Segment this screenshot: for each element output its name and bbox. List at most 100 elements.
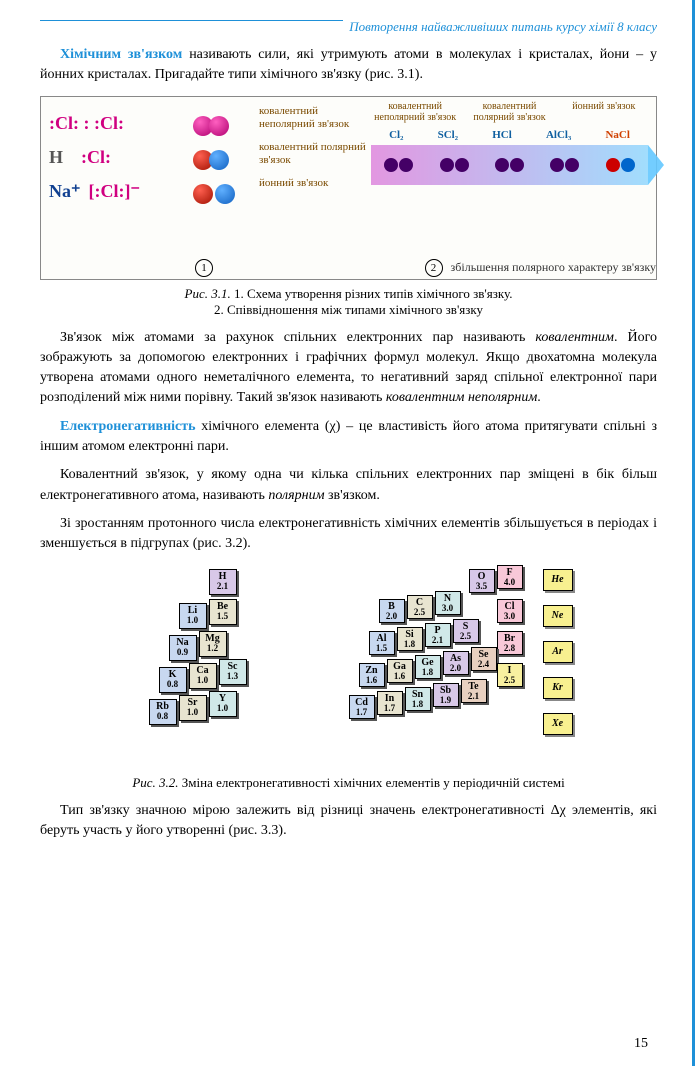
lewis-h: H <box>49 147 63 168</box>
paragraph-5: Зі зростанням протонного числа електроне… <box>40 514 657 555</box>
formula-alcl3: AlCl₃ <box>546 129 571 141</box>
toplabel-nonpolar: ковалентний неполярний зв'язок <box>371 101 459 123</box>
element-box-ca: Ca1.0 <box>189 663 217 689</box>
element-box-k: K0.8 <box>159 667 187 693</box>
element-box-al: Al1.5 <box>369 631 395 655</box>
element-box-na: Na0.9 <box>169 635 197 661</box>
element-box-as: As2.0 <box>443 651 469 675</box>
cap32-num: Рис. 3.2. <box>132 775 178 790</box>
fig31-right-panel: ковалентний неполярний зв'язок ковалентн… <box>371 101 648 185</box>
figure-3-1: :Cl: : :Cl: H :Cl: Na⁺ [:Cl:]⁻ <box>40 96 657 280</box>
p2a: Зв'язок між атомами за рахунок спільних … <box>60 330 535 345</box>
cap32-text: Зміна електронегативності хімічних елеме… <box>179 775 565 790</box>
caption-3-2: Рис. 3.2. Зміна електронегативності хімі… <box>40 775 657 791</box>
fig32-left-block: H2.1Li1.0Be1.5 Na0.9Mg1.2 K0.8Ca1.0Sc1.3 Rb… <box>129 569 289 764</box>
paragraph-2: Зв'язок між атомами за рахунок спільних … <box>40 328 657 409</box>
formula-hcl: HCl <box>492 129 512 141</box>
page-number: 15 <box>634 1036 648 1052</box>
element-box-sn: Sn1.8 <box>405 687 431 711</box>
paragraph-6: Тип зв'язку значною мірою залежить від р… <box>40 801 657 842</box>
lewis-row-nacl: Na⁺ [:Cl:]⁻ <box>49 175 199 209</box>
formula-scl2: SCl₂ <box>438 129 458 141</box>
element-box-h: H2.1 <box>209 569 237 595</box>
element-box-li: Li1.0 <box>179 603 207 629</box>
ion-pair-3 <box>493 156 526 174</box>
label-ionic: йонний зв'язок <box>259 177 369 190</box>
paragraph-3: Електронегативність хімічного елемента (… <box>40 417 657 458</box>
term-cov-nonpolar: ковалентним неполярним <box>386 390 537 405</box>
polarity-arrow <box>371 145 648 185</box>
caption-3-1: Рис. 3.1. 1. Схема утворення різних типі… <box>40 286 657 318</box>
label-cov-nonpolar: ковалентний неполярний зв'язок <box>259 105 369 131</box>
element-box-o: O3.5 <box>469 569 495 593</box>
header-rule: Повторення найважливіших питань курсу хі… <box>40 20 657 37</box>
element-box-se: Se2.4 <box>471 647 497 671</box>
fig31-bond-labels: ковалентний неполярний зв'язок ковалентн… <box>259 105 369 201</box>
ball-cl <box>209 150 229 170</box>
fig31-formulas: Cl₂ SCl₂ HCl AlCl₃ NaCl <box>371 129 648 141</box>
p4c: зв'язком. <box>325 488 380 503</box>
element-box-rb: Rb0.8 <box>149 699 177 725</box>
lewis-nacl-cl: [:Cl:]⁻ <box>89 181 140 202</box>
label-cov-polar: ковалентний полярний зв'язок <box>259 141 369 167</box>
formula-cl2: Cl₂ <box>389 129 403 141</box>
noble-box-kr: Kr <box>543 677 573 699</box>
element-box-ga: Ga1.6 <box>387 659 413 683</box>
lewis-hcl-cl: :Cl: <box>81 147 111 168</box>
element-box-te: Te2.1 <box>461 679 487 703</box>
toplabel-polar: ковалентний полярний зв'язок <box>465 101 553 123</box>
fig31-ball-models <box>193 109 253 211</box>
paragraph-1: Хімічним зв'язком називають сили, які ут… <box>40 45 657 86</box>
element-box-be: Be1.5 <box>209 599 237 625</box>
element-box-c: C2.5 <box>407 595 433 619</box>
fig32-right-block: HeNeArKrXe O3.5F4.0B2.0C2.5N3.0Cl3.0Al1.… <box>319 569 569 764</box>
p2e: . <box>537 390 541 405</box>
term-polar: полярним <box>268 488 324 503</box>
fig31-bottom-row: 1 2 збільшення полярного характеру зв'яз… <box>41 259 656 277</box>
element-box-si: Si1.8 <box>397 627 423 651</box>
lewis-cl2: :Cl: : :Cl: <box>49 113 124 134</box>
paragraph-4: Ковалентний зв'язок, у якому одна чи кіл… <box>40 465 657 506</box>
element-box-in: In1.7 <box>377 691 403 715</box>
figure-3-2: H2.1Li1.0Be1.5 Na0.9Mg1.2 K0.8Ca1.0Sc1.3 Rb… <box>40 569 657 769</box>
term-electronegativity: Електронегативність <box>60 419 196 434</box>
cap31-line1: 1. Схема утворення різних типів хімічног… <box>231 286 513 301</box>
ball-cl-ion <box>215 184 235 204</box>
element-box-y: Y1.0 <box>209 691 237 717</box>
lewis-row-hcl: H :Cl: <box>49 141 199 175</box>
ball-na <box>193 184 213 204</box>
element-box-f: F4.0 <box>497 565 523 589</box>
element-box-s: S2.5 <box>453 619 479 643</box>
noble-box-ar: Ar <box>543 641 573 663</box>
element-box-mg: Mg1.2 <box>199 631 227 657</box>
cap31-line2: 2. Співвідношення між типами хімічного з… <box>214 302 483 317</box>
ball-cl-2 <box>209 116 229 136</box>
circled-2: 2 <box>425 259 443 277</box>
fig31-bottom-text: збільшення полярного характеру зв'язку <box>451 260 656 275</box>
element-box-cd: Cd1.7 <box>349 695 375 719</box>
formula-nacl: NaCl <box>605 129 629 141</box>
fig31-top-labels: ковалентний неполярний зв'язок ковалентн… <box>371 101 648 123</box>
fig31-lewis-column: :Cl: : :Cl: H :Cl: Na⁺ [:Cl:]⁻ <box>49 107 199 209</box>
balls-cl2 <box>193 109 253 143</box>
term-chem-bond: Хімічним зв'язком <box>60 47 182 62</box>
element-box-sr: Sr1.0 <box>179 695 207 721</box>
circled-1: 1 <box>195 259 213 277</box>
element-box-br: Br2.8 <box>497 631 523 655</box>
toplabel-ionic: йонний зв'язок <box>560 101 648 123</box>
element-box-b: B2.0 <box>379 599 405 623</box>
balls-nacl <box>193 177 253 211</box>
noble-box-xe: Xe <box>543 713 573 735</box>
noble-box-he: He <box>543 569 573 591</box>
lewis-na: Na⁺ <box>49 181 81 202</box>
element-box-p: P2.1 <box>425 623 451 647</box>
element-box-cl: Cl3.0 <box>497 599 523 623</box>
noble-box-ne: Ne <box>543 605 573 627</box>
element-box-zn: Zn1.6 <box>359 663 385 687</box>
running-header: Повторення найважливіших питань курсу хі… <box>343 19 657 35</box>
ion-pair-5 <box>604 156 637 174</box>
element-box-n: N3.0 <box>435 591 461 615</box>
element-box-sc: Sc1.3 <box>219 659 247 685</box>
ion-pair-4 <box>548 156 581 174</box>
balls-hcl <box>193 143 253 177</box>
